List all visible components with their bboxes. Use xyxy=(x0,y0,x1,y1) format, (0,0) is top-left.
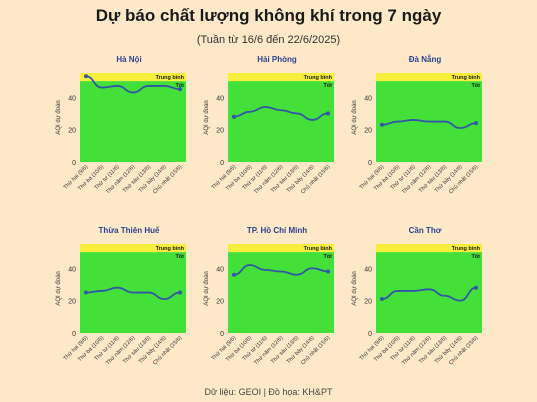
series-line xyxy=(233,264,329,276)
zone-band xyxy=(376,73,482,82)
series-line xyxy=(85,75,181,94)
zone-label: Tốt xyxy=(471,82,480,89)
data-point xyxy=(380,122,384,127)
y-tick-label: 0 xyxy=(368,331,372,338)
zone-band xyxy=(376,244,482,253)
data-point xyxy=(84,74,88,79)
zone-label: Tốt xyxy=(323,82,332,89)
y-tick-label: 40 xyxy=(68,266,76,273)
y-axis-label: AQI dự đoán xyxy=(352,100,358,134)
data-point xyxy=(380,297,384,302)
source-credit: Dữ liệu: GEOI | Đồ họa: KH&PT xyxy=(204,387,333,397)
data-point xyxy=(326,269,330,274)
zone-label: Tốt xyxy=(175,253,184,260)
series-line xyxy=(233,106,329,121)
y-tick-label: 0 xyxy=(72,160,76,167)
zone-label: Tốt xyxy=(323,253,332,260)
y-axis-label: AQI dự đoán xyxy=(204,100,210,134)
page-title: Dự báo chất lượng không khí trong 7 ngày xyxy=(95,6,442,25)
zone-band xyxy=(228,252,334,333)
zone-band xyxy=(80,244,186,253)
y-axis-label: AQI dự đoán xyxy=(56,100,62,134)
zone-label: Trung bình xyxy=(156,246,185,252)
zone-label: Trung bình xyxy=(156,75,185,81)
y-tick-label: 0 xyxy=(72,331,76,338)
city-title: TP. Hồ Chí Minh xyxy=(247,226,307,235)
zone-label: Tốt xyxy=(471,253,480,260)
city-title: Hải Phòng xyxy=(257,55,297,64)
zone-band xyxy=(228,73,334,82)
y-tick-label: 20 xyxy=(364,128,372,135)
y-axis-label: AQI dự đoán xyxy=(204,271,210,305)
y-tick-label: 40 xyxy=(216,95,224,102)
y-tick-label: 20 xyxy=(216,128,224,135)
data-point xyxy=(474,285,478,290)
data-point xyxy=(232,272,236,277)
y-tick-label: 0 xyxy=(368,160,372,167)
series-line xyxy=(381,119,477,129)
y-axis-label: AQI dự đoán xyxy=(352,271,358,305)
page-subtitle: (Tuần từ 16/6 đến 22/6/2025) xyxy=(196,34,341,46)
zone-band xyxy=(228,81,334,162)
zone-label: Trung bình xyxy=(452,75,481,81)
y-tick-label: 20 xyxy=(216,299,224,306)
zone-label: Trung bình xyxy=(304,75,333,81)
series-line xyxy=(85,286,181,300)
data-point xyxy=(178,87,182,92)
zone-band xyxy=(80,73,186,82)
zone-label: Tốt xyxy=(175,82,184,89)
data-point xyxy=(232,114,236,119)
y-tick-label: 20 xyxy=(68,299,76,306)
data-point xyxy=(326,111,330,116)
data-point xyxy=(84,290,88,295)
zone-band xyxy=(228,244,334,253)
city-title: Đà Nẵng xyxy=(409,55,442,64)
y-tick-label: 20 xyxy=(364,299,372,306)
city-title: Hà Nội xyxy=(116,55,141,64)
y-tick-label: 0 xyxy=(220,331,224,338)
series-line xyxy=(381,286,477,302)
zone-band xyxy=(80,81,186,162)
y-tick-label: 40 xyxy=(364,266,372,273)
city-title: Thừa Thiên Huế xyxy=(99,226,160,235)
y-tick-label: 0 xyxy=(220,160,224,167)
y-tick-label: 20 xyxy=(68,128,76,135)
y-tick-label: 40 xyxy=(364,95,372,102)
zone-label: Trung bình xyxy=(304,246,333,252)
y-tick-label: 40 xyxy=(216,266,224,273)
data-point xyxy=(178,290,182,295)
y-tick-label: 40 xyxy=(68,95,76,102)
y-axis-label: AQI dự đoán xyxy=(56,271,62,305)
zone-label: Trung bình xyxy=(452,246,481,252)
city-title: Cần Thơ xyxy=(409,226,442,235)
data-point xyxy=(474,121,478,126)
